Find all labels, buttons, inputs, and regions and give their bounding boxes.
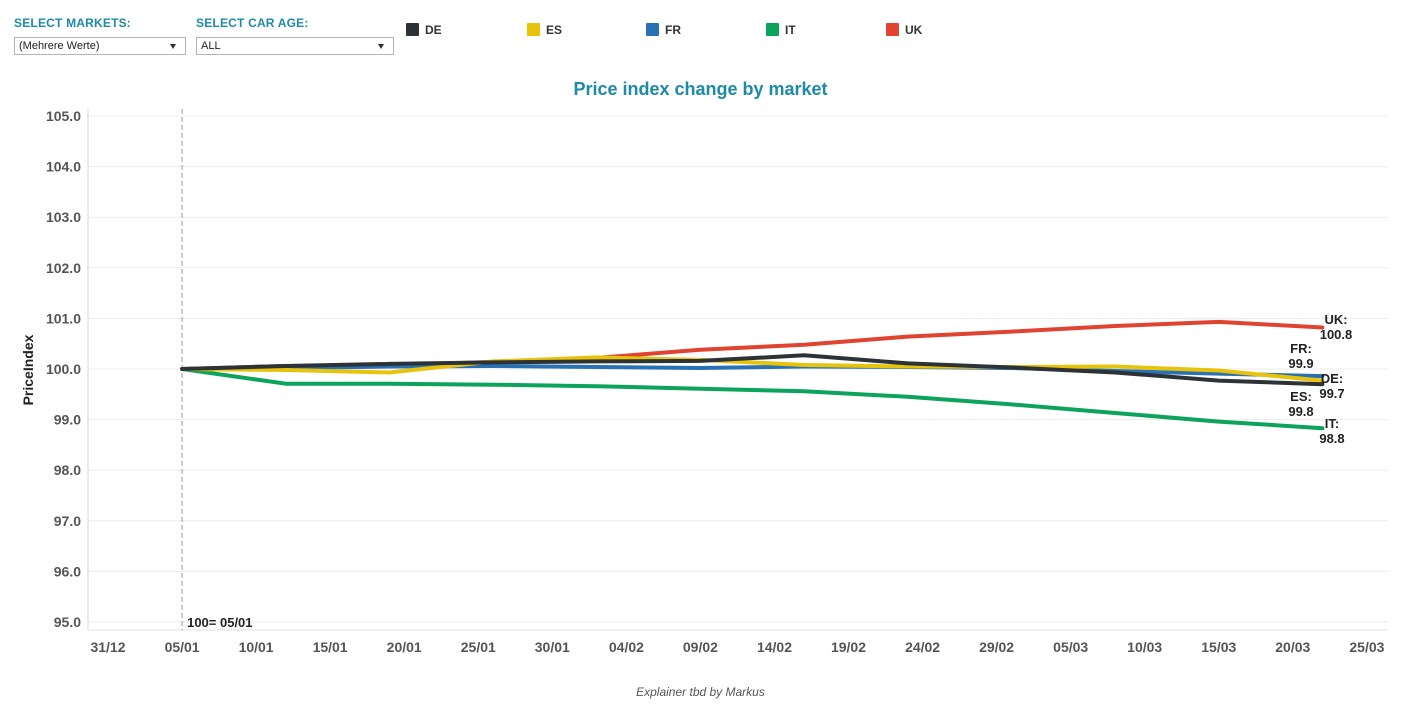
car-age-dropdown-value: ALL bbox=[201, 40, 221, 52]
legend-swatch-es bbox=[527, 23, 540, 36]
end-value-de: 99.7 bbox=[1319, 386, 1344, 401]
footer-credit: Explainer tbd by Markus bbox=[636, 685, 765, 699]
end-label-de: DE: bbox=[1321, 371, 1343, 386]
car-age-filter: SELECT CAR AGE: ALL bbox=[196, 16, 394, 55]
legend-swatch-uk bbox=[886, 23, 899, 36]
end-value-it: 98.8 bbox=[1319, 431, 1344, 446]
end-label-uk: UK: bbox=[1324, 312, 1347, 327]
y-tick-label: 101.0 bbox=[46, 310, 81, 326]
y-tick-label: 96.0 bbox=[54, 563, 81, 579]
x-tick-label: 19/02 bbox=[831, 639, 866, 655]
end-label-es: ES: bbox=[1290, 389, 1312, 404]
x-tick-label: 05/01 bbox=[165, 639, 200, 655]
x-tick-label: 25/03 bbox=[1349, 639, 1384, 655]
end-value-fr: 99.9 bbox=[1288, 356, 1313, 371]
price-index-line-chart: 95.0 96.0 97.0 98.0 99.0 100.0 101.0 102.0 103.0… bbox=[20, 108, 1388, 655]
chevron-down-icon bbox=[170, 44, 176, 49]
legend-swatch-it bbox=[766, 23, 779, 36]
legend-label-uk: UK bbox=[905, 23, 923, 37]
end-label-fr: FR: bbox=[1290, 341, 1312, 356]
x-tick-label: 24/02 bbox=[905, 639, 940, 655]
y-axis-title: PriceIndex bbox=[20, 334, 36, 405]
end-value-es: 99.8 bbox=[1288, 404, 1313, 419]
end-value-uk: 100.8 bbox=[1320, 327, 1353, 342]
legend-label-fr: FR bbox=[665, 23, 681, 37]
y-tick-label: 102.0 bbox=[46, 260, 81, 276]
y-tick-label: 103.0 bbox=[46, 209, 81, 225]
y-tick-label: 97.0 bbox=[54, 513, 81, 529]
chart-title: Price index change by market bbox=[573, 79, 828, 99]
series-line-fr bbox=[180, 364, 1325, 379]
y-tick-label: 100.0 bbox=[46, 361, 81, 377]
x-tick-label: 14/02 bbox=[757, 639, 792, 655]
legend-label-it: IT bbox=[785, 23, 796, 37]
series-line-it bbox=[180, 367, 1325, 431]
markets-dropdown[interactable]: (Mehrere Werte) bbox=[14, 37, 186, 55]
x-tick-label: 15/01 bbox=[313, 639, 348, 655]
x-tick-label: 20/03 bbox=[1275, 639, 1310, 655]
series-line-de bbox=[180, 353, 1325, 387]
x-tick-label: 05/03 bbox=[1053, 639, 1088, 655]
x-tick-label: 15/03 bbox=[1201, 639, 1236, 655]
y-tick-label: 99.0 bbox=[54, 412, 81, 428]
series-line-es bbox=[180, 355, 1325, 383]
legend-label-es: ES bbox=[546, 23, 563, 37]
x-tick-label: 10/03 bbox=[1127, 639, 1162, 655]
x-tick-label: 30/01 bbox=[535, 639, 570, 655]
x-tick-label: 25/01 bbox=[461, 639, 496, 655]
legend-swatch-fr bbox=[646, 23, 659, 36]
markets-filter: SELECT MARKETS: (Mehrere Werte) bbox=[14, 16, 186, 55]
markets-dropdown-value: (Mehrere Werte) bbox=[19, 40, 100, 52]
car-age-filter-label: SELECT CAR AGE: bbox=[196, 16, 309, 30]
end-label-it: IT: bbox=[1325, 416, 1339, 431]
x-tick-label: 10/01 bbox=[239, 639, 274, 655]
legend-label-de: DE bbox=[425, 23, 442, 37]
reference-line-label: 100= 05/01 bbox=[187, 615, 252, 630]
car-age-dropdown[interactable]: ALL bbox=[196, 37, 394, 55]
y-tick-label: 98.0 bbox=[54, 462, 81, 478]
x-tick-label: 09/02 bbox=[683, 639, 718, 655]
x-tick-label: 31/12 bbox=[90, 639, 125, 655]
y-tick-label: 95.0 bbox=[54, 614, 81, 630]
x-tick-label: 04/02 bbox=[609, 639, 644, 655]
legend-swatch-de bbox=[406, 23, 419, 36]
chevron-down-icon bbox=[378, 44, 384, 49]
y-tick-label: 104.0 bbox=[46, 159, 81, 175]
y-tick-label: 105.0 bbox=[46, 108, 81, 124]
x-tick-label: 29/02 bbox=[979, 639, 1014, 655]
x-tick-label: 20/01 bbox=[387, 639, 422, 655]
markets-filter-label: SELECT MARKETS: bbox=[14, 16, 131, 30]
